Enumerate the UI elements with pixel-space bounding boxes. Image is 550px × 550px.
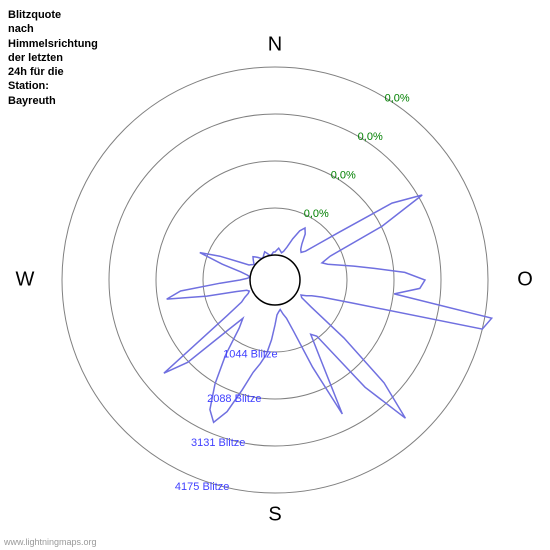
ring-label-percent: 0,0% <box>385 93 410 105</box>
cardinal-label: N <box>268 33 282 55</box>
ring-label-percent: 0,0% <box>331 170 356 182</box>
ring-label-count: 3131 Blitze <box>191 437 245 449</box>
cardinal-label: O <box>517 268 533 290</box>
ring-label-count: 4175 Blitze <box>175 481 229 493</box>
ring-label-percent: 0,0% <box>358 131 383 143</box>
ring-label-count: 1044 Blitze <box>223 349 277 361</box>
rose-outline <box>164 195 492 422</box>
center-circle <box>250 255 300 305</box>
cardinal-label: S <box>268 503 281 525</box>
ring-label-percent: 0,0% <box>304 208 329 220</box>
polar-chart: 0,0% 0,0% 0,0% 0,0% 1044 Blitze 2088 Blitze 3… <box>0 0 550 550</box>
cardinal-label: W <box>16 268 35 290</box>
ring-label-count: 2088 Blitze <box>207 393 261 405</box>
